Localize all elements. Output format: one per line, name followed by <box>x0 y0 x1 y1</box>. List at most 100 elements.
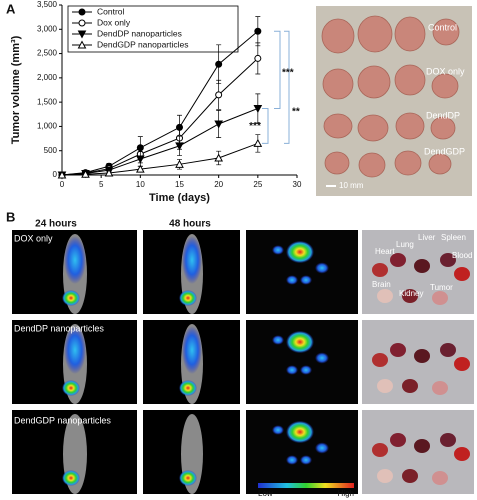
y-tick-label: 2,000 <box>37 73 58 82</box>
organ-signal <box>300 365 312 375</box>
marker <box>78 8 86 16</box>
organ <box>402 289 418 303</box>
organ-label: Kidney <box>399 289 423 298</box>
y-axis-label: Tumor volume (mm³) <box>10 35 22 144</box>
organ-signal <box>286 420 314 444</box>
organ <box>440 343 456 357</box>
marker <box>77 40 87 49</box>
series-line <box>61 30 259 176</box>
y-tick-label: 1,500 <box>37 97 58 106</box>
marker <box>253 104 263 114</box>
organ <box>372 443 388 457</box>
bracket <box>274 30 281 109</box>
photo-label: Control <box>428 22 457 32</box>
column-header: 24 hours <box>35 219 77 230</box>
significance: ** <box>292 106 300 117</box>
signal <box>182 236 202 284</box>
signal <box>62 470 80 486</box>
signal <box>179 290 197 306</box>
signal <box>62 290 80 306</box>
x-tick-label: 20 <box>214 180 223 189</box>
organ-label: Brain <box>372 280 391 289</box>
x-tick-label: 0 <box>60 180 65 189</box>
marker <box>57 170 67 179</box>
scale-label: 10 mm <box>339 181 364 190</box>
organ <box>402 469 418 483</box>
marker <box>135 164 145 173</box>
organ <box>377 379 393 393</box>
organ-signal <box>300 275 312 285</box>
marker <box>215 91 223 99</box>
organ-signal <box>286 275 298 285</box>
marker <box>175 142 184 151</box>
legend-label: DendDP nanoparticles <box>97 28 182 38</box>
organ <box>414 349 430 363</box>
organ <box>390 343 406 357</box>
marker <box>214 153 224 162</box>
x-tick-label: 25 <box>253 180 262 189</box>
panel-label: B <box>6 209 15 224</box>
organ <box>414 259 430 273</box>
colorbar-label: High <box>338 489 354 498</box>
marker <box>78 19 86 27</box>
organ-label: Spleen <box>441 233 466 242</box>
photo-label: DOX only <box>426 66 465 76</box>
marker <box>254 27 262 35</box>
marker <box>81 169 90 178</box>
legend-label: DendGDP nanoparticles <box>97 39 189 49</box>
organ-signal <box>272 425 284 435</box>
series-line <box>61 142 259 176</box>
organ-signal <box>315 352 329 364</box>
organ <box>372 263 388 277</box>
organ-signal <box>272 245 284 255</box>
organ-signal <box>286 365 298 375</box>
panel-label: A <box>6 1 16 16</box>
organ-signal <box>315 442 329 454</box>
organ-label: Lung <box>396 240 414 249</box>
bracket <box>284 30 290 144</box>
colorbar-label: Low <box>258 489 273 498</box>
organ-signal <box>286 455 298 465</box>
bracket <box>262 107 269 144</box>
organ-label: Blood <box>452 251 472 260</box>
marker <box>253 138 263 147</box>
x-tick-label: 30 <box>293 180 302 189</box>
marker <box>175 159 184 168</box>
organ-label: Tumor <box>430 283 453 292</box>
x-tick-label: 5 <box>99 180 104 189</box>
significance: *** <box>282 68 294 79</box>
organ <box>440 433 456 447</box>
y-tick-label: 2,500 <box>37 49 58 58</box>
organ-signal <box>286 330 314 354</box>
tumor-photo <box>316 6 472 196</box>
organ-signal <box>272 335 284 345</box>
y-tick-label: 1,000 <box>37 122 58 131</box>
organ <box>454 267 470 281</box>
organ <box>454 357 470 371</box>
legend-label: Control <box>97 6 125 16</box>
x-tick-label: 15 <box>175 180 184 189</box>
organ <box>454 447 470 461</box>
marker <box>214 120 224 129</box>
organ <box>402 379 418 393</box>
signal <box>64 326 86 374</box>
row-label: DOX only <box>14 233 53 243</box>
organ <box>432 381 448 395</box>
legend-box <box>67 5 239 53</box>
y-tick-label: 0 <box>53 170 58 179</box>
marker <box>135 155 145 164</box>
organ-signal <box>300 455 312 465</box>
row-label: DendGDP nanoparticles <box>14 415 111 425</box>
column-header: 48 hours <box>169 219 211 230</box>
organ <box>372 353 388 367</box>
marker <box>215 60 223 68</box>
signal <box>179 470 197 486</box>
y-tick-label: 3,500 <box>37 0 58 9</box>
organ <box>432 471 448 485</box>
x-tick-label: 10 <box>136 180 145 189</box>
marker <box>254 54 262 62</box>
organ <box>414 439 430 453</box>
organ <box>390 253 406 267</box>
photo-label: DendGDP <box>424 146 465 156</box>
organ-label: Heart <box>375 247 395 256</box>
